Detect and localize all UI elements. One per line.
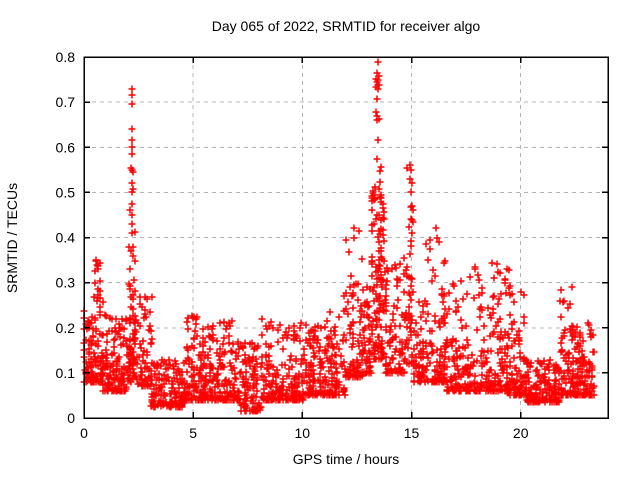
chart-title: Day 065 of 2022, SRMTID for receiver alg… [212, 18, 481, 34]
y-axis-label: SRMTID / TECUs [4, 183, 20, 293]
x-tick-label: 10 [295, 425, 311, 441]
x-tick-label: 20 [513, 425, 529, 441]
x-tick-label: 5 [189, 425, 197, 441]
y-tick-label: 0.8 [56, 49, 76, 65]
x-tick-label: 15 [404, 425, 420, 441]
y-tick-label: 0.2 [56, 320, 76, 336]
y-tick-label: 0 [67, 410, 75, 426]
y-tick-label: 0.6 [56, 139, 76, 155]
tick-labels: 0 5 10 15 20 0 0.1 0.2 0.3 0.4 0.5 0.6 0.7 0.8 [56, 49, 529, 441]
y-tick-label: 0.5 [56, 184, 76, 200]
scatter-points [80, 58, 598, 415]
y-tick-label: 0.1 [56, 365, 76, 381]
grid-lines [84, 57, 608, 418]
x-axis-label: GPS time / hours [293, 451, 400, 467]
x-tick-label: 0 [80, 425, 88, 441]
axis-ticks [83, 56, 608, 419]
y-tick-label: 0.7 [56, 94, 76, 110]
y-tick-label: 0.4 [56, 230, 76, 246]
y-tick-label: 0.3 [56, 275, 76, 291]
